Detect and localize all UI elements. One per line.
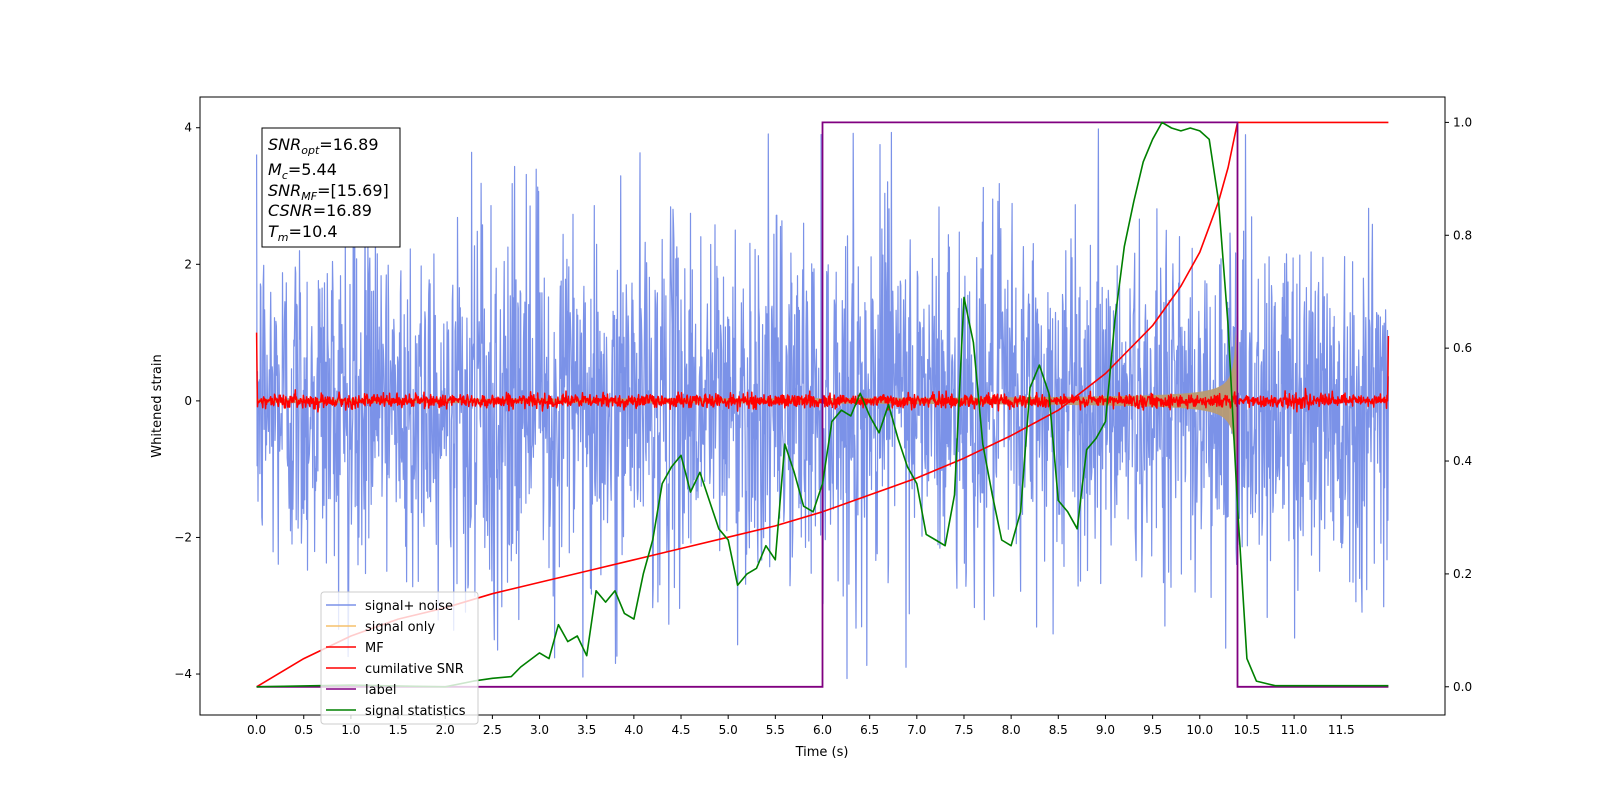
annotation-tm: Tm=10.4 — [268, 222, 338, 244]
x-tick-label: 4.5 — [671, 723, 690, 737]
svg-text:signal statistics: signal statistics — [365, 704, 466, 719]
x-axis-label: Time (s) — [795, 745, 849, 760]
x-axis: 0.0 0.5 1.0 1.5 2.0 2.5 3.0 3.5 4.0 4.5 5.0 5.5 6.0 6… — [247, 715, 1355, 737]
y-tick-label: 0 — [184, 394, 192, 408]
x-tick-label: 2.0 — [436, 723, 455, 737]
x-tick-label: 0.5 — [294, 723, 313, 737]
x-tick-label: 6.5 — [860, 723, 879, 737]
y2-tick-label: 0.8 — [1453, 228, 1472, 242]
y2-tick-label: 0.4 — [1453, 454, 1472, 468]
x-tick-label: 3.5 — [577, 723, 596, 737]
svg-text:signal+ noise: signal+ noise — [365, 599, 453, 614]
annotation-mc: Mc=5.44 — [268, 160, 337, 182]
x-tick-label: 3.0 — [530, 723, 549, 737]
x-tick-label: 7.0 — [907, 723, 926, 737]
y-tick-label: 2 — [184, 257, 192, 271]
x-tick-label: 10.0 — [1186, 723, 1213, 737]
y-tick-label: −4 — [174, 667, 192, 681]
legend-entry-signal-noise: signal+ noise — [326, 599, 453, 614]
x-tick-label: 8.5 — [1049, 723, 1068, 737]
x-tick-label: 1.0 — [341, 723, 360, 737]
svg-text:cumilative SNR: cumilative SNR — [365, 662, 464, 677]
x-tick-label: 0.0 — [247, 723, 266, 737]
x-tick-label: 6.0 — [813, 723, 832, 737]
label-line — [256, 121, 1389, 688]
x-tick-label: 5.0 — [719, 723, 738, 737]
x-tick-label: 7.5 — [954, 723, 973, 737]
svg-text:signal only: signal only — [365, 620, 435, 635]
annotation-csnr: CSNR=16.89 — [268, 201, 372, 220]
svg-text:MF: MF — [365, 641, 384, 656]
legend: signal+ noise signal only MF cumilative … — [320, 591, 479, 725]
y-axis-right: 1.0 0.8 0.6 0.4 0.2 0.0 — [1445, 115, 1472, 694]
x-tick-label: 11.5 — [1328, 723, 1355, 737]
legend-entry-cumulative-snr: cumilative SNR — [326, 662, 464, 677]
x-tick-label: 1.5 — [389, 723, 408, 737]
x-tick-label: 8.0 — [1002, 723, 1021, 737]
x-tick-label: 9.5 — [1143, 723, 1162, 737]
y-tick-label: 4 — [184, 121, 192, 135]
x-tick-label: 10.5 — [1234, 723, 1261, 737]
y-axis-left: 4 2 0 −2 −4 — [174, 121, 200, 681]
annotation-box: SNRopt=16.89 Mc=5.44 SNRMF=[15.69] CSNR=… — [261, 127, 401, 248]
legend-entry-signal-statistics: signal statistics — [326, 704, 466, 719]
annotation-snr-opt: SNRopt=16.89 — [268, 135, 379, 157]
x-tick-label: 11.0 — [1281, 723, 1308, 737]
signal-statistics-line — [256, 121, 1389, 688]
x-tick-label: 2.5 — [483, 723, 502, 737]
y-tick-label: −2 — [174, 530, 192, 544]
x-tick-label: 4.0 — [624, 723, 643, 737]
legend-entry-mf: MF — [326, 641, 384, 656]
y2-tick-label: 0.2 — [1453, 567, 1472, 581]
svg-text:label: label — [365, 683, 396, 698]
legend-entry-signal-only: signal only — [326, 620, 435, 635]
y-axis-label: Whitened strain — [150, 354, 165, 457]
legend-entry-label: label — [326, 683, 396, 698]
y2-tick-label: 0.6 — [1453, 341, 1472, 355]
annotation-snr-mf: SNRMF=[15.69] — [268, 181, 389, 203]
y2-tick-label: 0.0 — [1453, 680, 1472, 694]
x-tick-label: 9.0 — [1096, 723, 1115, 737]
y2-tick-label: 1.0 — [1453, 115, 1472, 129]
x-tick-label: 5.5 — [766, 723, 785, 737]
